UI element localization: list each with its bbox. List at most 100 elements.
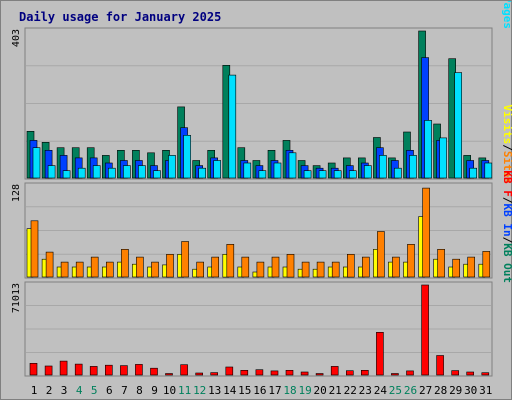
- bar-kb-f-22: [345, 370, 354, 376]
- bar-kb-f-1: [29, 362, 38, 376]
- x-tick-label: 26: [404, 384, 417, 397]
- x-tick-label: 7: [121, 384, 128, 397]
- x-tick-label: 25: [389, 384, 402, 397]
- bar-sites-14: [226, 244, 235, 278]
- bar-kb-f-23: [360, 369, 369, 376]
- bar-kb-f-27: [421, 284, 429, 376]
- x-tick-label: 18: [283, 384, 296, 397]
- bar-pages-21: [333, 170, 342, 179]
- bar-kb-f-24: [376, 331, 384, 376]
- bar-pages-30: [469, 167, 478, 179]
- bar-pages-5: [92, 165, 101, 179]
- bar-sites-28: [437, 249, 445, 278]
- bottom-ymax-label: 71013: [11, 283, 22, 313]
- legend-entry: Sites: [501, 151, 512, 184]
- bar-sites-29: [452, 258, 461, 278]
- bar-kb-f-10: [165, 373, 173, 376]
- bar-sites-22: [346, 254, 355, 278]
- middle-ymax-label: 128: [11, 184, 22, 202]
- bar-sites-2: [45, 251, 54, 278]
- bar-kb-f-2: [44, 365, 53, 376]
- bar-pages-17: [273, 162, 282, 179]
- bar-pages-10: [168, 155, 176, 179]
- bar-kb-f-29: [451, 370, 460, 376]
- x-tick-label: 15: [238, 384, 251, 397]
- bar-pages-18: [288, 152, 297, 179]
- bar-kb-f-18: [285, 369, 294, 376]
- x-tick-label: 27: [419, 384, 432, 397]
- bar-kb-f-25: [391, 373, 399, 376]
- bar-pages-16: [258, 170, 267, 179]
- bar-sites-13: [211, 256, 219, 278]
- bar-kb-f-11: [180, 364, 188, 376]
- bar-pages-12: [198, 167, 206, 179]
- bar-pages-27: [424, 120, 432, 179]
- bar-sites-23: [361, 256, 370, 278]
- x-tick-label: 13: [208, 384, 221, 397]
- bar-kb-f-16: [255, 369, 264, 376]
- x-tick-label: 8: [136, 384, 143, 397]
- bar-sites-18: [286, 254, 295, 278]
- x-tick-label: 28: [434, 384, 447, 397]
- bar-kb-f-17: [270, 370, 279, 376]
- bar-kb-f-20: [315, 373, 324, 376]
- bar-sites-8: [136, 256, 144, 278]
- bar-sites-19: [301, 261, 310, 278]
- bar-pages-13: [213, 160, 221, 179]
- x-tick-label: 4: [76, 384, 83, 397]
- chart-title: Daily usage for January 2025: [19, 10, 221, 24]
- bar-sites-3: [60, 261, 69, 278]
- legend-entry: KB Out: [501, 243, 512, 283]
- bar-pages-1: [32, 147, 41, 179]
- bar-pages-29: [454, 72, 463, 179]
- bar-pages-19: [303, 170, 312, 179]
- x-tick-label: 22: [344, 384, 357, 397]
- bar-sites-27: [422, 187, 430, 278]
- x-tick-label: 30: [464, 384, 477, 397]
- bar-sites-25: [392, 256, 400, 278]
- bar-pages-14: [228, 74, 237, 179]
- x-tick-label: 1: [31, 384, 38, 397]
- x-tick-label: 23: [359, 384, 372, 397]
- x-tick-label: 6: [106, 384, 113, 397]
- bar-kb-f-3: [59, 360, 68, 376]
- bar-sites-16: [256, 261, 265, 278]
- bar-pages-22: [348, 170, 357, 179]
- legend-entry: Pages: [501, 1, 512, 29]
- bar-kb-f-13: [210, 372, 218, 376]
- x-tick-label: 19: [298, 384, 311, 397]
- bar-kb-f-12: [195, 372, 203, 376]
- bar-sites-6: [106, 261, 114, 278]
- x-tick-label: 29: [449, 384, 462, 397]
- x-tick-label: 21: [329, 384, 342, 397]
- bar-sites-7: [121, 249, 129, 278]
- bar-sites-11: [181, 241, 189, 278]
- bar-pages-6: [108, 167, 116, 179]
- x-tick-label: 11: [178, 384, 191, 397]
- bar-sites-26: [407, 244, 415, 278]
- x-tick-label: 12: [193, 384, 206, 397]
- x-tick-label: 3: [61, 384, 68, 397]
- x-tick-label: 31: [479, 384, 492, 397]
- x-tick-label: 24: [374, 384, 388, 397]
- bar-kb-f-15: [240, 369, 249, 376]
- bar-kb-f-28: [436, 355, 444, 376]
- bar-sites-30: [467, 256, 476, 278]
- bar-kb-f-8: [135, 364, 143, 376]
- legend-entry: /: [501, 144, 512, 151]
- bar-kb-f-21: [330, 366, 339, 376]
- bar-pages-11: [183, 135, 191, 179]
- legend-entry: /: [501, 237, 512, 244]
- bar-pages-20: [318, 170, 327, 179]
- x-tick-label: 10: [163, 384, 176, 397]
- bar-sites-12: [196, 261, 204, 278]
- bar-sites-31: [482, 251, 491, 278]
- bar-kb-f-5: [89, 366, 98, 376]
- bar-pages-8: [138, 165, 146, 179]
- bar-sites-9: [151, 261, 159, 278]
- top-ymax-label: 403: [11, 29, 22, 47]
- bar-pages-31: [484, 162, 493, 179]
- bar-pages-26: [409, 155, 417, 179]
- bar-pages-3: [62, 170, 71, 179]
